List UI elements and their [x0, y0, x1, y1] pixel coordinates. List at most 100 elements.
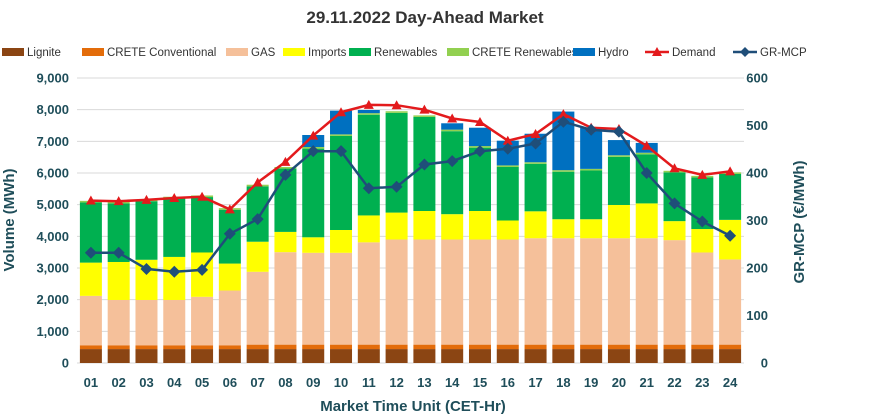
bar-renewables — [691, 177, 714, 230]
x-tick-label: 03 — [139, 375, 153, 390]
y-axis-title: Volume (MWh) — [1, 168, 18, 271]
bar-crete-conventional — [580, 344, 603, 350]
gridlines — [77, 77, 744, 364]
bar-gas — [246, 271, 269, 345]
bar-lignite — [691, 349, 714, 363]
bar-crete-conventional — [191, 345, 214, 350]
demand-point — [197, 191, 208, 201]
bar-renewables — [191, 197, 214, 253]
bar-gas — [607, 238, 630, 345]
bar-crete-conventional — [330, 344, 353, 350]
gr-mcp-point — [724, 229, 737, 242]
bar-hydro — [357, 109, 380, 114]
demand-line — [90, 103, 731, 211]
y-tick-label: 0 — [62, 356, 69, 371]
bar-gas — [79, 295, 102, 346]
y2-axis-title: GR-MCP (€/MWh) — [791, 160, 808, 283]
gr-mcp-point — [168, 265, 181, 278]
bar-renewables — [663, 172, 686, 222]
x-tick-label: 24 — [723, 375, 738, 390]
legend-label-gas: GAS — [251, 47, 276, 59]
bar-renewables — [107, 203, 130, 262]
legend-label-hydro: Hydro — [598, 47, 629, 59]
bar-crete-conventional — [663, 344, 686, 350]
x-tick-label: 05 — [195, 375, 209, 390]
series-lines — [84, 99, 737, 278]
bar-hydro — [441, 123, 464, 130]
bar-crete-conventional — [552, 344, 575, 350]
bar-crete-conventional — [524, 344, 547, 350]
gr-mcp-point — [446, 155, 459, 168]
bar-crete-renewables — [580, 168, 603, 171]
x-tick-label: 14 — [445, 375, 460, 390]
legend-swatch-crete-renewables — [447, 48, 469, 56]
chart-legend: Lignite CRETE Conventional GAS Imports Renew… — [2, 47, 807, 59]
gr-mcp-point — [640, 167, 653, 179]
bar-gas — [302, 252, 325, 345]
bar-lignite — [441, 349, 464, 363]
demand-point — [447, 113, 458, 123]
demand-point — [169, 193, 180, 203]
bar-lignite — [635, 349, 658, 363]
bar-crete-conventional — [107, 345, 130, 350]
demand-point — [113, 196, 124, 206]
bar-lignite — [218, 349, 241, 363]
legend-label-lignite: Lignite — [27, 47, 61, 59]
bar-renewables — [496, 166, 519, 221]
bar-gas — [663, 240, 686, 345]
bar-crete-conventional — [79, 345, 102, 350]
gr-mcp-point — [668, 197, 681, 210]
bar-renewables — [441, 131, 464, 215]
bar-renewables — [135, 201, 158, 260]
bar-imports — [330, 230, 353, 253]
x-tick-label: 06 — [223, 375, 237, 390]
bar-imports — [274, 231, 297, 253]
bar-crete-conventional — [468, 344, 491, 350]
bar-renewables — [163, 198, 186, 257]
gr-mcp-point — [501, 142, 514, 155]
legend-swatch-hydro — [573, 48, 595, 56]
gr-mcp-point — [362, 182, 375, 195]
y2-tick-label: 200 — [746, 261, 768, 276]
bar-imports — [385, 212, 408, 240]
legend-label-imports: Imports — [308, 47, 347, 59]
bar-imports — [107, 261, 130, 300]
x-axis-title: Market Time Unit (CET-Hr) — [320, 398, 506, 415]
y2-tick-label: 400 — [746, 166, 768, 181]
bar-gas — [274, 252, 297, 345]
x-tick-label: 13 — [417, 375, 431, 390]
bar-imports — [302, 237, 325, 253]
gr-mcp-point — [84, 246, 97, 259]
bar-crete-conventional — [274, 344, 297, 350]
y-tick-label: 3,000 — [36, 261, 69, 276]
bar-lignite — [302, 349, 325, 363]
bar-gas — [580, 238, 603, 345]
y-tick-label: 6,000 — [36, 166, 69, 181]
bar-imports — [357, 215, 380, 243]
bar-gas — [719, 259, 742, 345]
bar-crete-conventional — [385, 344, 408, 350]
bar-crete-renewables — [413, 115, 436, 117]
bar-gas — [552, 238, 575, 345]
legend-swatch-imports — [283, 48, 305, 56]
gr-mcp-point — [529, 137, 542, 150]
x-tick-label: 21 — [639, 375, 653, 390]
bar-gas — [635, 238, 658, 345]
bar-imports — [663, 221, 686, 241]
bar-gas — [107, 299, 130, 346]
bar-crete-conventional — [719, 344, 742, 350]
bar-crete-conventional — [413, 344, 436, 350]
gr-mcp-point — [390, 180, 403, 193]
bar-gas — [191, 296, 214, 346]
x-tick-label: 10 — [334, 375, 348, 390]
demand-point — [641, 140, 652, 150]
x-tick-label: 09 — [306, 375, 320, 390]
demand-point — [363, 99, 374, 109]
y2-tick-label: 500 — [746, 118, 768, 133]
bar-imports — [580, 219, 603, 239]
bar-gas — [441, 239, 464, 345]
bar-crete-renewables — [635, 152, 658, 155]
x-tick-label: 04 — [167, 375, 182, 390]
demand-point — [697, 169, 708, 179]
bar-renewables — [552, 171, 575, 220]
